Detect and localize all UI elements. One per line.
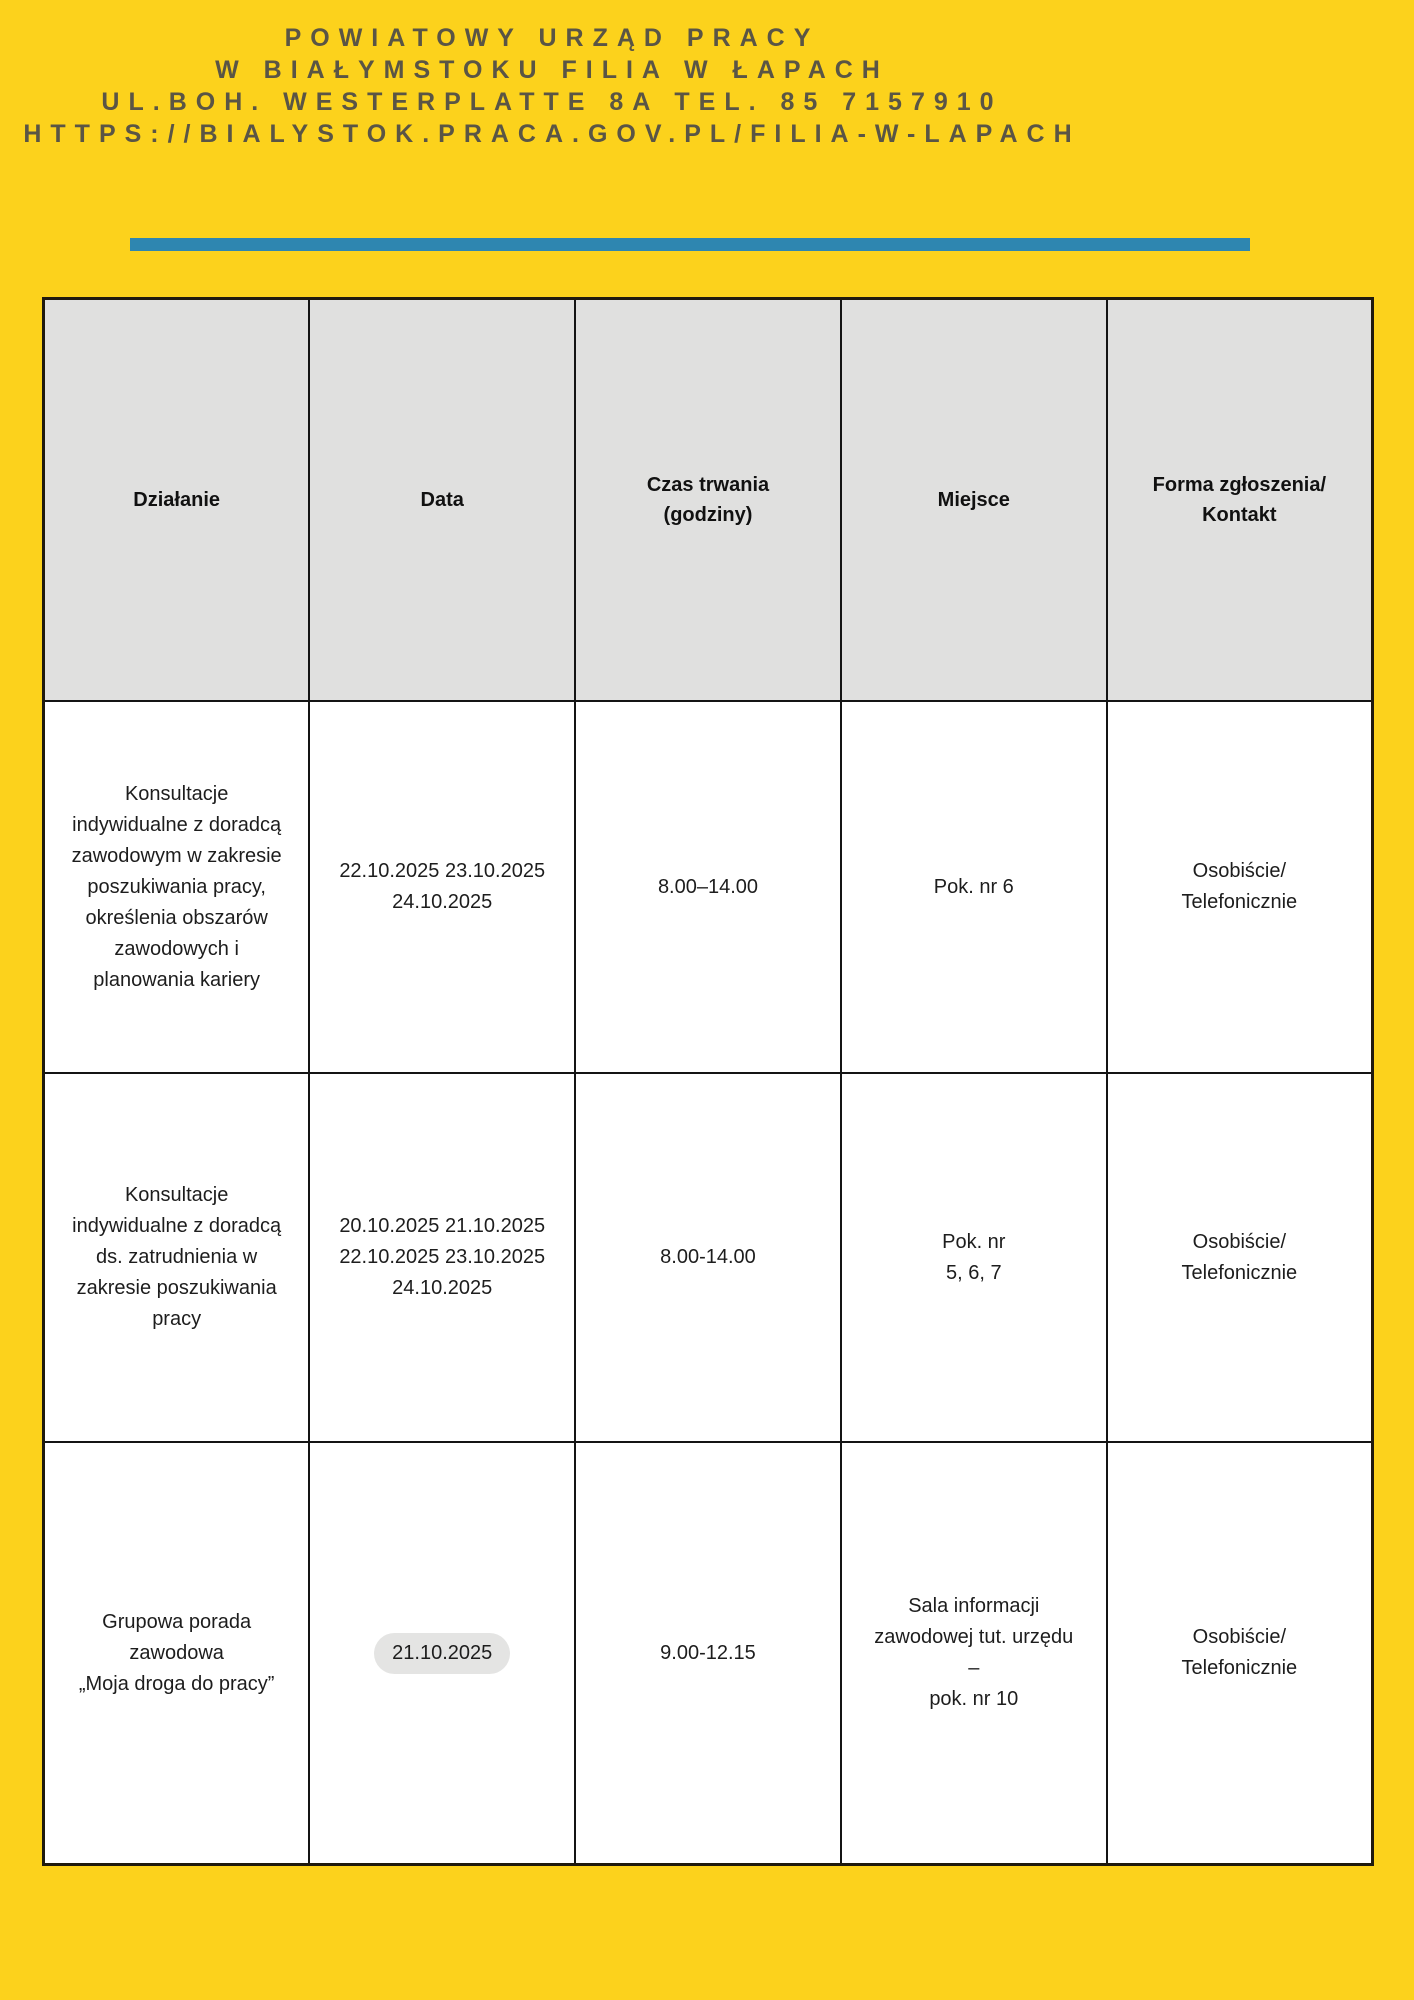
cell-action: Konsultacje indywidualne z doradcą zawod…: [42, 700, 311, 1074]
cell-place: Pok. nr 6: [839, 700, 1108, 1074]
cell-duration: 8.00–14.00: [574, 700, 842, 1074]
cell-place: Sala informacji zawodowej tut. urzędu – …: [839, 1441, 1108, 1866]
header-branch: W BIAŁYMSTOKU FILIA W ŁAPACH: [215, 56, 889, 84]
cell-contact: Osobiście/ Telefonicznie: [1105, 1441, 1374, 1866]
date-highlight-pill: 21.10.2025: [374, 1632, 511, 1674]
col-header-duration: Czas trwania (godziny): [574, 297, 842, 702]
schedule-table: Działanie Data Czas trwania (godziny) Mi…: [42, 297, 1374, 1866]
cell-action: Grupowa porada zawodowa „Moja droga do p…: [42, 1441, 311, 1866]
cell-date: 20.10.2025 21.10.2025 22.10.2025 23.10.2…: [308, 1072, 577, 1443]
header-block: POWIATOWY URZĄD PRACY W BIAŁYMSTOKU FILI…: [0, 0, 1104, 150]
header-address-phone: UL.BOH. WESTERPLATTE 8A TEL. 85 7157910: [101, 88, 1003, 116]
table-row: Konsultacje indywidualne z doradcą zawod…: [42, 700, 1374, 1074]
col-header-action: Działanie: [42, 297, 311, 702]
cell-contact: Osobiście/ Telefonicznie: [1105, 1072, 1374, 1443]
header-url: HTTPS://BIALYSTOK.PRACA.GOV.PL/FILIA-W-L…: [23, 120, 1081, 148]
table-row: Konsultacje indywidualne z doradcą ds. z…: [42, 1072, 1374, 1443]
divider-bar: [130, 238, 1250, 251]
cell-contact: Osobiście/ Telefonicznie: [1105, 700, 1374, 1074]
col-header-date: Data: [308, 297, 577, 702]
table-row: Grupowa porada zawodowa „Moja droga do p…: [42, 1441, 1374, 1866]
cell-duration: 8.00-14.00: [574, 1072, 842, 1443]
col-header-contact: Forma zgłoszenia/ Kontakt: [1105, 297, 1374, 702]
cell-place: Pok. nr 5, 6, 7: [839, 1072, 1108, 1443]
cell-duration: 9.00-12.15: [574, 1441, 842, 1866]
col-header-place: Miejsce: [839, 297, 1108, 702]
cell-date: 21.10.2025: [308, 1441, 577, 1866]
cell-date: 22.10.2025 23.10.2025 24.10.2025: [308, 700, 577, 1074]
table-header-row: Działanie Data Czas trwania (godziny) Mi…: [42, 297, 1374, 702]
header-org-name: POWIATOWY URZĄD PRACY: [284, 24, 820, 52]
cell-action: Konsultacje indywidualne z doradcą ds. z…: [42, 1072, 311, 1443]
